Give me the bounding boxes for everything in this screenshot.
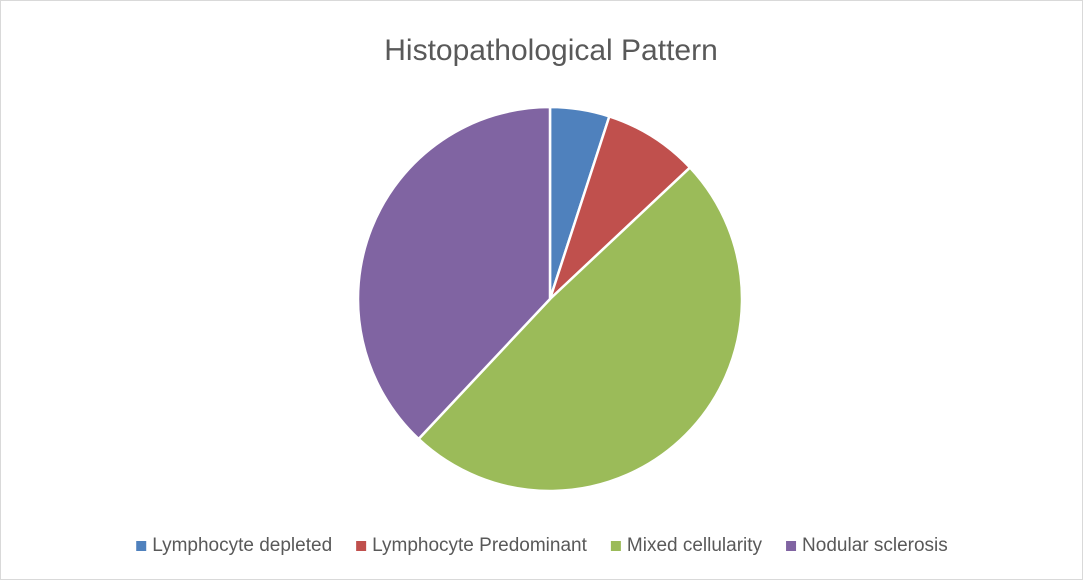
pie-slice — [356, 105, 552, 441]
pie-slice — [548, 114, 692, 300]
legend-swatch — [356, 541, 367, 551]
legend-swatch — [136, 541, 147, 551]
legend: Lymphocyte depleted Lymphocyte Predominan… — [136, 535, 948, 556]
legend-swatch — [610, 541, 621, 551]
chart-title: Histopathological Pattern — [384, 34, 718, 67]
legend-label: Lymphocyte Predominant — [372, 535, 587, 556]
legend-label: Lymphocyte depleted — [152, 535, 332, 556]
legend-label: Nodular sclerosis — [802, 535, 948, 556]
pie — [356, 105, 744, 493]
legend-label: Mixed cellularity — [627, 535, 763, 556]
pie-slice — [416, 165, 744, 493]
legend-swatch — [786, 541, 797, 551]
